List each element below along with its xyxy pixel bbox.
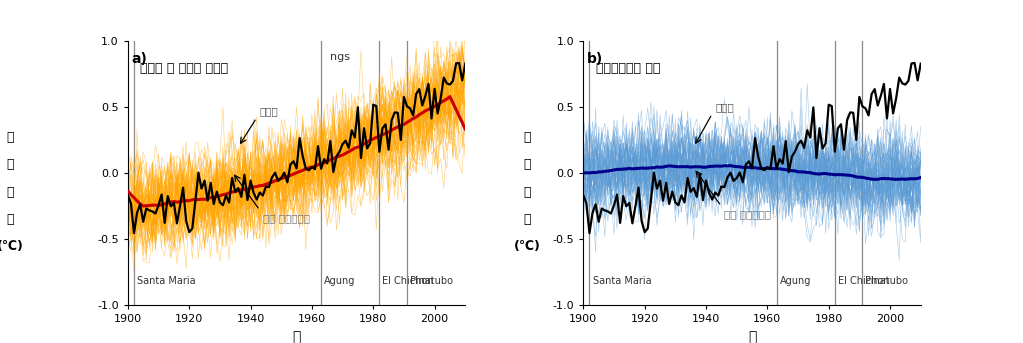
Text: 인위적 및 자연적 강제력: 인위적 및 자연적 강제력	[140, 62, 228, 75]
Text: (℃): (℃)	[514, 240, 540, 253]
Text: Santa Maria: Santa Maria	[137, 276, 195, 286]
Text: 차: 차	[6, 213, 14, 226]
X-axis label: 년: 년	[748, 330, 756, 343]
X-axis label: 년: 년	[293, 330, 301, 343]
Text: 온: 온	[523, 158, 531, 171]
Text: 온: 온	[6, 158, 14, 171]
Text: Agung: Agung	[324, 276, 356, 286]
Text: Pinatubo: Pinatubo	[410, 276, 453, 286]
Text: 모델 시뮬레이션: 모델 시뮬레이션	[724, 209, 771, 219]
Text: a): a)	[131, 52, 147, 66]
Text: Santa Maria: Santa Maria	[592, 276, 652, 286]
Text: Pinatubo: Pinatubo	[865, 276, 908, 286]
Text: 관측치: 관측치	[715, 103, 733, 113]
Text: 자연강제력만 포함: 자연강제력만 포함	[595, 62, 660, 75]
Text: 관측치: 관측치	[260, 106, 278, 116]
Text: El Chichon: El Chichon	[838, 276, 889, 286]
Text: 기: 기	[523, 131, 531, 144]
Text: El Chichon: El Chichon	[383, 276, 434, 286]
Text: 모델 시뮬레이션: 모델 시뮬레이션	[263, 213, 310, 223]
Text: (℃): (℃)	[0, 240, 24, 253]
Text: ngs: ngs	[330, 52, 350, 62]
Text: Agung: Agung	[780, 276, 811, 286]
Text: 차: 차	[523, 213, 531, 226]
Text: b): b)	[586, 52, 603, 66]
Text: 편: 편	[6, 186, 14, 199]
Text: 기: 기	[6, 131, 14, 144]
Text: 편: 편	[523, 186, 531, 199]
